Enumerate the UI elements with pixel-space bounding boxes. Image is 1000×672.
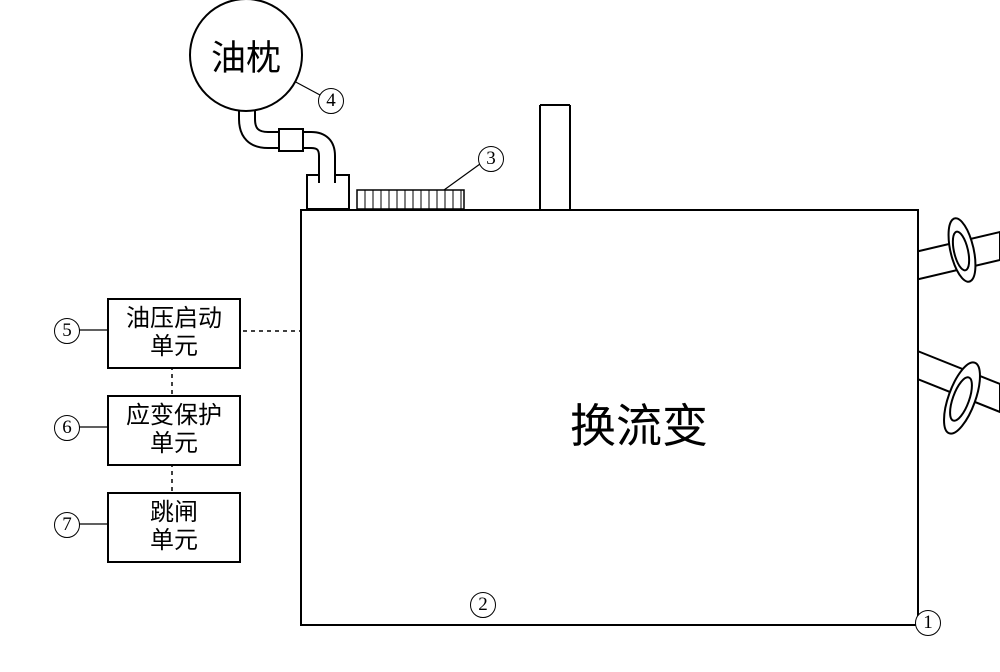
callout-7: 7 <box>54 512 80 538</box>
callout-1: 1 <box>915 610 941 636</box>
converter-transformer-label: 换流变 <box>570 390 708 456</box>
unit-box-1-label: 油压启动 单元 <box>126 306 222 361</box>
oil-conservator-label: 油枕 <box>211 30 281 81</box>
callout-3: 3 <box>478 146 504 172</box>
unit-box-2-label: 应变保护 单元 <box>126 403 222 458</box>
unit-box-3-label: 跳闸 单元 <box>150 500 198 555</box>
unit-box-3: 跳闸 单元 <box>107 492 241 563</box>
oil-conservator: 油枕 <box>189 0 303 112</box>
unit-box-1: 油压启动 单元 <box>107 298 241 369</box>
callout-5: 5 <box>54 318 80 344</box>
callout-2: 2 <box>470 592 496 618</box>
callout-4: 4 <box>318 88 344 114</box>
unit-box-2: 应变保护 单元 <box>107 395 241 466</box>
callout-6: 6 <box>54 415 80 441</box>
